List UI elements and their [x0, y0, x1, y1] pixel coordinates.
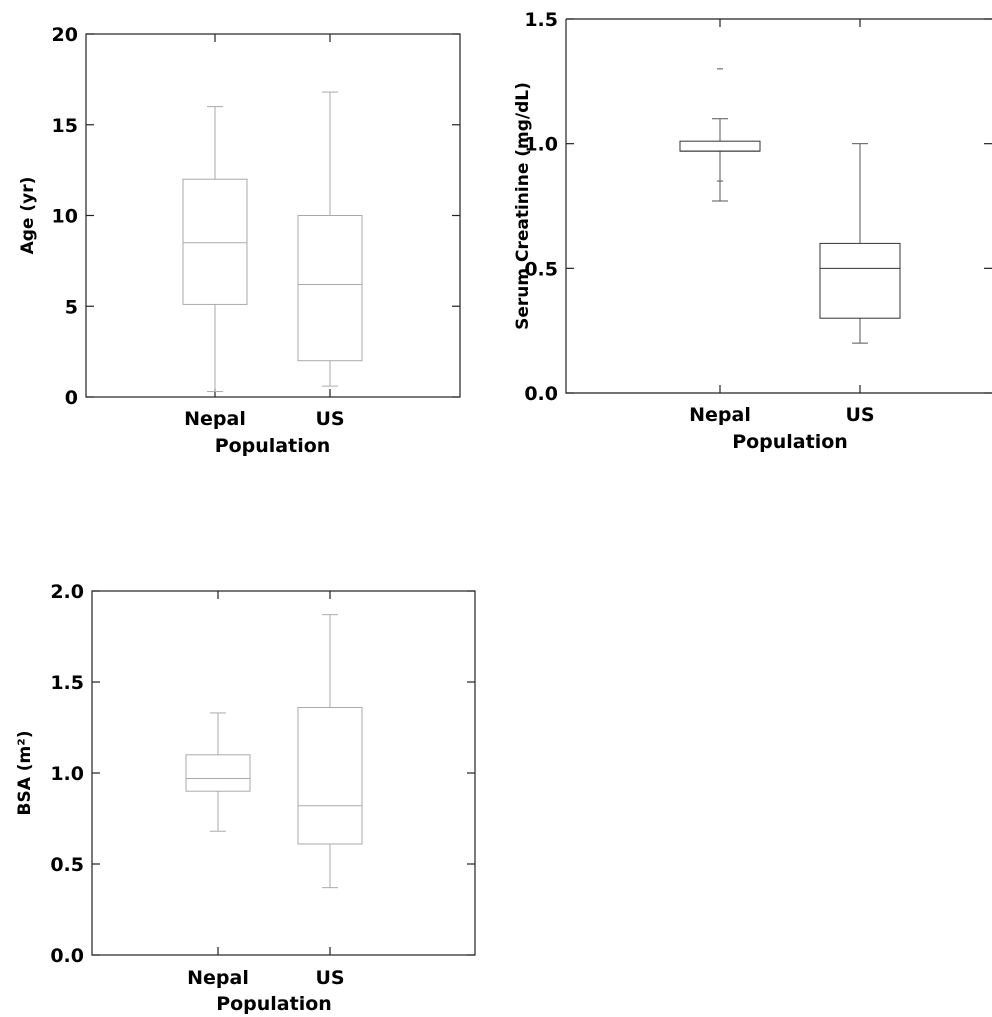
box-us	[297, 91, 363, 387]
box-nepal	[185, 712, 251, 832]
x-category-label: US	[315, 967, 344, 989]
y-tick-label: 0	[65, 387, 78, 409]
y-tick-label: 0.5	[50, 854, 84, 876]
x-axis-title: Population	[216, 993, 332, 1015]
y-tick-label: 1.5	[50, 672, 84, 694]
chart-panel-1: 0 5 10 15 20 Nepal US Population Age (yr)	[18, 24, 461, 457]
box-nepal	[182, 106, 248, 393]
x-axis-title: Population	[215, 435, 331, 457]
x-category-label: Nepal	[187, 967, 249, 989]
box-iqr	[297, 706, 363, 845]
plot-frame	[91, 590, 476, 956]
x-axis-title: Population	[732, 431, 848, 453]
y-tick-label: 15	[52, 115, 78, 137]
y-tick-label: 0.0	[524, 383, 558, 405]
box-iqr	[679, 140, 761, 152]
box-iqr	[182, 178, 248, 305]
chart-panel-3: 0.0 0.5 1.0 1.5 2.0 Nepal US Population BSA (m²)	[15, 581, 476, 1015]
y-tick-label: 0.5	[524, 258, 558, 280]
y-tick-label: 10	[52, 206, 78, 228]
y-tick-label: 2.0	[50, 581, 84, 603]
plot-frame	[565, 18, 992, 394]
box-us	[819, 143, 901, 344]
x-category-label: Nepal	[184, 408, 246, 430]
box-iqr	[819, 242, 901, 319]
y-axis-title: BSA (m²)	[15, 731, 35, 816]
x-category-label: US	[315, 408, 344, 430]
y-tick-label: 20	[52, 24, 78, 46]
y-axis-title: Serum Creatinine (mg/dL)	[513, 82, 533, 330]
box-iqr	[185, 754, 251, 792]
y-tick-label: 1.0	[524, 134, 558, 156]
chart-panel-2: 0.0 0.5 1.0 1.5 Nepal US Population Serum Creat…	[513, 9, 992, 453]
x-category-label: Nepal	[689, 404, 751, 426]
y-tick-label: 5	[65, 296, 78, 318]
y-tick-label: 1.5	[524, 9, 558, 31]
x-category-label: US	[845, 404, 874, 426]
y-tick-label: 1.0	[50, 763, 84, 785]
plot-frame	[85, 33, 461, 398]
y-tick-label: 0.0	[50, 945, 84, 967]
box-iqr	[297, 215, 363, 362]
box-us	[297, 614, 363, 889]
y-axis-title: Age (yr)	[18, 177, 38, 255]
box-nepal	[679, 68, 761, 202]
